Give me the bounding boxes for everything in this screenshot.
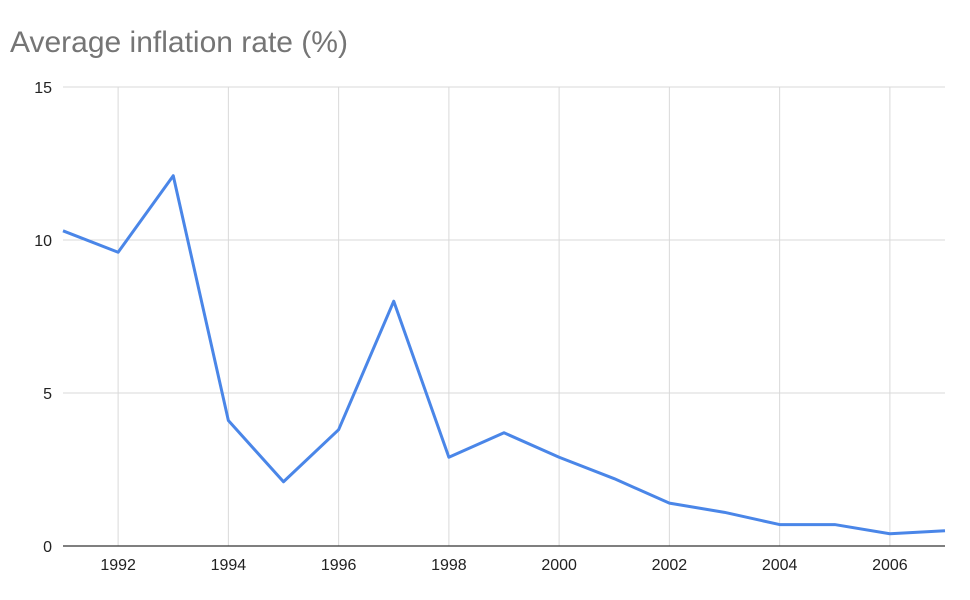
y-tick-label: 5 — [43, 386, 52, 403]
chart-title: Average inflation rate (%) — [10, 26, 348, 59]
x-tick-label: 1996 — [321, 557, 357, 574]
x-tick-label: 2004 — [762, 557, 798, 574]
x-tick-label: 2006 — [872, 557, 908, 574]
series-line — [62, 174, 946, 536]
y-tick-label: 0 — [43, 539, 52, 556]
x-tick-label: 1998 — [431, 557, 467, 574]
y-tick-label: 15 — [34, 80, 52, 97]
x-tick-label: 2002 — [652, 557, 688, 574]
x-tick-label: 1992 — [100, 557, 136, 574]
x-tick-label: 2000 — [541, 557, 577, 574]
x-tick-label: 1994 — [211, 557, 247, 574]
y-tick-label: 10 — [34, 233, 52, 250]
